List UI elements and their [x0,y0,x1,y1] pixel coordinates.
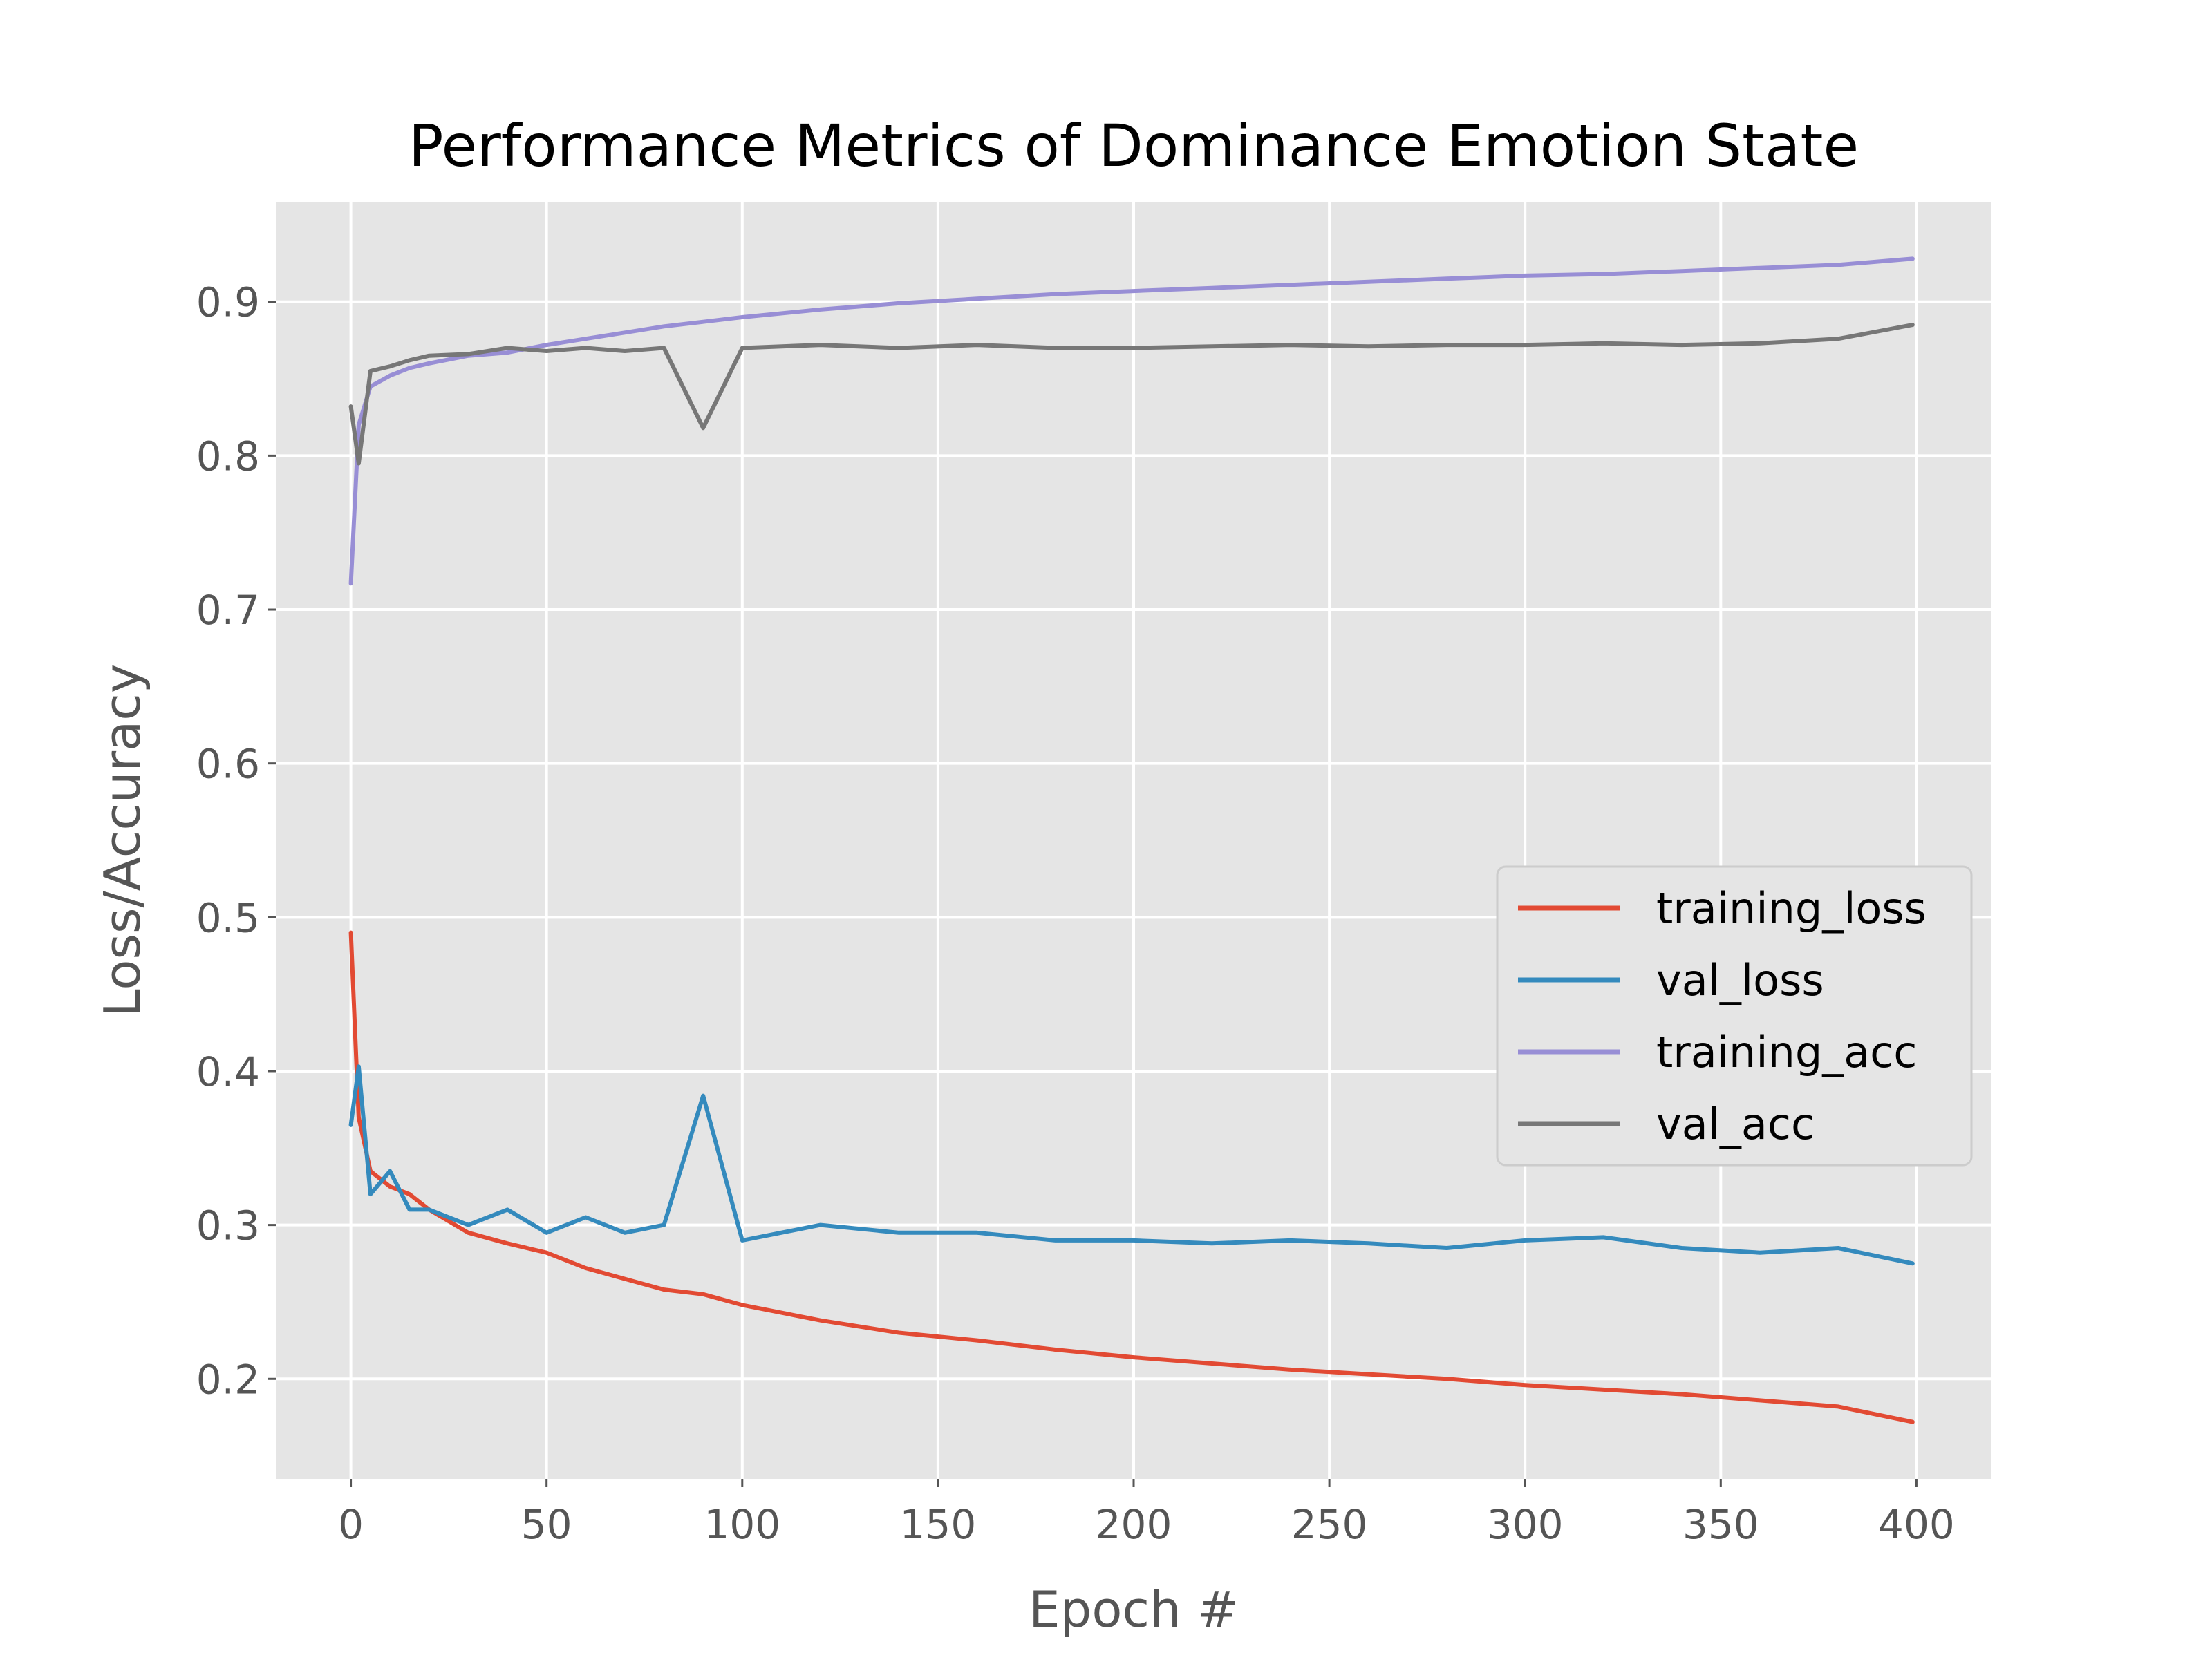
x-tick-label: 200 [1096,1501,1172,1548]
legend-label: training_acc [1656,1027,1917,1077]
y-tick-label: 0.4 [196,1048,260,1095]
grid-lines [276,202,1991,1479]
legend-item-training-acc: training_acc [1518,1027,1917,1077]
x-tick-label: 350 [1683,1501,1759,1548]
y-tick-label: 0.5 [196,894,260,941]
x-tick-label: 250 [1291,1501,1368,1548]
x-axis-label: Epoch # [1029,1580,1239,1639]
y-tick-label: 0.6 [196,741,260,788]
x-tick-label: 0 [338,1501,364,1548]
x-tick-label: 100 [704,1501,780,1548]
legend-item-val-loss: val_loss [1518,955,1824,1005]
y-axis-ticks: 0.2 0.3 0.4 0.5 0.6 0.7 0.8 0.9 [196,279,276,1403]
legend-box [1496,865,1973,1167]
legend-label: val_loss [1656,955,1824,1005]
legend-item-val-acc: val_acc [1518,1099,1815,1149]
y-tick-label: 0.3 [196,1202,260,1249]
series-line-val-acc [348,323,1915,466]
y-tick-label: 0.8 [196,433,260,480]
y-tick-label: 0.2 [196,1356,260,1403]
y-axis-label: Loss/Accuracy [93,664,151,1017]
legend-item-training-loss: training_loss [1518,883,1927,934]
x-tick-label: 300 [1487,1501,1564,1548]
x-tick-label: 150 [900,1501,977,1548]
series-line-val-loss [348,1064,1915,1266]
legend-label: val_acc [1656,1099,1815,1149]
x-tick-label: 50 [521,1501,572,1548]
x-axis-ticks: 0 50 100 150 200 250 300 350 400 [338,1479,1955,1548]
chart-title: Performance Metrics of Dominance Emotion… [409,112,1859,180]
legend-label: training_loss [1656,883,1927,934]
legend: training_loss val_loss training_acc val_acc [1496,865,1973,1167]
y-tick-label: 0.7 [196,587,260,634]
legend-items: training_loss val_loss training_acc val_acc [1518,883,1927,1149]
series-line-training-loss [348,930,1915,1424]
series-lines [348,256,1915,1424]
series-line-training-acc [348,256,1915,586]
y-tick-label: 0.9 [196,279,260,326]
x-tick-label: 400 [1878,1501,1955,1548]
